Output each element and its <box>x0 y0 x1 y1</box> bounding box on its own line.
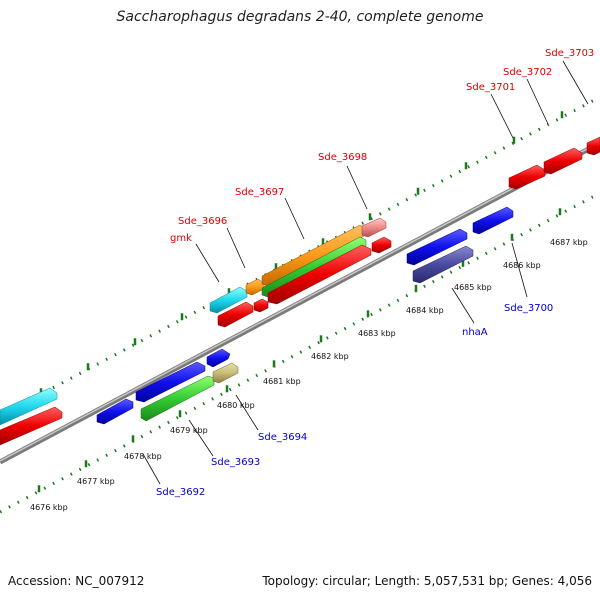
scale-label-4686: 4686 kbp <box>503 261 541 270</box>
top-gene-labels: gmk Sde_3696 Sde_3697 Sde_3698 Sde_3701 … <box>170 48 594 244</box>
scale-label-4677: 4677 kbp <box>77 477 115 486</box>
gene-red-3702[interactable] <box>543 147 583 175</box>
map-title: Saccharophagus degradans 2-40, complete … <box>116 9 484 25</box>
gene-red-tiny[interactable] <box>253 298 269 313</box>
gene-label-sde-3694[interactable]: Sde_3694 <box>258 432 307 443</box>
gene-label-gmk[interactable]: gmk <box>170 233 192 244</box>
gene-blue-3694-upper[interactable] <box>206 348 231 368</box>
scale-label-4682: 4682 kbp <box>311 352 349 361</box>
gene-label-sde-3703[interactable]: Sde_3703 <box>545 48 594 59</box>
scale-label-4685: 4685 kbp <box>454 283 492 292</box>
gene-label-sde-3693[interactable]: Sde_3693 <box>211 457 260 468</box>
scale-label-4683: 4683 kbp <box>358 329 396 338</box>
lower-tick-row <box>0 191 600 514</box>
gene-cyan-left[interactable] <box>0 387 58 426</box>
gene-orange-small[interactable] <box>245 278 265 296</box>
gene-label-sde-3698[interactable]: Sde_3698 <box>318 152 367 163</box>
gene-green-3697[interactable] <box>261 236 367 298</box>
leader-lines <box>142 60 589 485</box>
gene-blue-3700[interactable] <box>472 206 514 235</box>
scale-label-4678: 4678 kbp <box>124 452 162 461</box>
gene-label-sde-3697[interactable]: Sde_3697 <box>235 187 284 198</box>
gene-blue-3692[interactable] <box>96 398 134 425</box>
gene-green-3693[interactable] <box>140 375 215 422</box>
gene-khaki-3694[interactable] <box>212 362 239 384</box>
gene-purple-nhaA[interactable] <box>412 245 474 284</box>
gene-red-3703[interactable] <box>586 136 600 156</box>
bottom-gene-labels: Sde_3692 Sde_3693 Sde_3694 nhaA Sde_3700 <box>156 303 553 498</box>
gene-features <box>0 136 600 446</box>
gene-red-long[interactable] <box>267 244 372 305</box>
scale-label-4680: 4680 kbp <box>217 401 255 410</box>
gene-pink-3698[interactable] <box>361 217 387 238</box>
scale-label-4679: 4679 kbp <box>170 426 208 435</box>
gene-label-sde-3702[interactable]: Sde_3702 <box>503 67 552 78</box>
gene-blue-3693-upper[interactable] <box>135 361 206 403</box>
gene-label-nhaa[interactable]: nhaA <box>462 327 488 338</box>
gene-label-sde-3700[interactable]: Sde_3700 <box>504 303 553 314</box>
major-ticks <box>37 111 564 493</box>
gene-cyan-gmk[interactable] <box>209 286 248 314</box>
gene-red-3701[interactable] <box>508 164 546 190</box>
scale-label-4681: 4681 kbp <box>263 377 301 386</box>
gene-blue-nhaA-upper[interactable] <box>406 228 468 266</box>
genome-backbone <box>0 140 600 465</box>
gene-label-sde-3692[interactable]: Sde_3692 <box>156 487 205 498</box>
gene-label-sde-3696[interactable]: Sde_3696 <box>178 216 227 227</box>
gene-red-after-long[interactable] <box>371 236 392 254</box>
scale-label-4687: 4687 kbp <box>550 238 588 247</box>
scale-label-4676: 4676 kbp <box>30 503 68 512</box>
gene-red-left-small[interactable] <box>217 301 254 328</box>
genome-summary-text: Topology: circular; Length: 5,057,531 bp… <box>262 574 592 588</box>
accession-text: Accession: NC_007912 <box>8 574 145 588</box>
scale-label-4684: 4684 kbp <box>406 306 444 315</box>
gene-red-left[interactable] <box>0 406 63 446</box>
gene-label-sde-3701[interactable]: Sde_3701 <box>466 82 515 93</box>
scale-labels: 4676 kbp 4677 kbp 4678 kbp 4679 kbp 4680… <box>30 238 588 512</box>
